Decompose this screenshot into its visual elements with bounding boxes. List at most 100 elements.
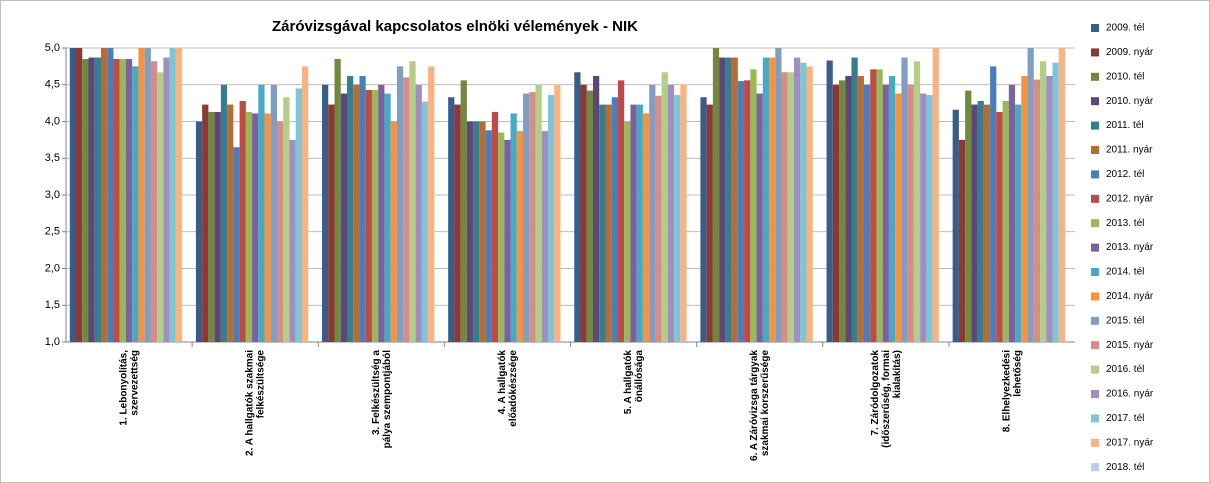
legend-label: 2018. tél (1106, 462, 1144, 473)
legend-label: 2015. nyár (1106, 340, 1154, 351)
x-tick-label-line: 2. A hallgatók szakmai (244, 350, 255, 456)
bar (1021, 75, 1028, 343)
bar (485, 130, 492, 342)
bar (781, 72, 788, 342)
x-tick-label: 2. A hallgatók szakmaifelkészültsége (244, 350, 266, 456)
x-tick-label-line: 7. Záródolgozatok (869, 350, 880, 436)
x-tick-label-line: pálya szempontjából (381, 350, 392, 449)
bar (744, 80, 751, 342)
bar (1002, 100, 1009, 342)
bar (700, 97, 707, 343)
bar (1033, 79, 1041, 342)
bar (107, 48, 114, 342)
legend-label: 2014. tél (1106, 267, 1144, 278)
x-tick-label: 7. Záródolgozatok(időszerűség, formaikia… (869, 350, 902, 448)
legend-swatch (1091, 390, 1099, 398)
bar (888, 75, 896, 343)
bar (787, 72, 795, 342)
legend-swatch (1091, 365, 1099, 374)
bar (270, 84, 278, 342)
legend-swatch (1091, 243, 1099, 252)
bar (1040, 61, 1047, 342)
bar (547, 95, 555, 342)
bar (574, 72, 581, 342)
bar (252, 113, 259, 342)
legend-swatch (1091, 438, 1099, 447)
bar (680, 84, 687, 342)
bar (264, 113, 271, 342)
x-tick-label-line: (időszerűség, formai (880, 350, 891, 448)
bar (952, 109, 959, 343)
bar (762, 57, 770, 343)
bar (365, 89, 372, 343)
bar (328, 104, 335, 342)
x-tick-label-line: 5. A hallgatók (623, 350, 634, 415)
bar (1008, 84, 1016, 342)
bar (466, 121, 474, 342)
bar (535, 84, 542, 342)
bar (667, 84, 675, 342)
bar (523, 93, 530, 342)
bar (378, 84, 385, 342)
legend-swatch (1091, 48, 1099, 57)
bar (76, 48, 83, 342)
bar (82, 59, 89, 343)
legend-swatch (1091, 194, 1099, 203)
bar (611, 97, 618, 343)
bar (214, 111, 221, 342)
bar (719, 57, 726, 343)
y-tick-label: 2,0 (45, 262, 60, 274)
bar (932, 48, 939, 342)
legend-swatch (1091, 121, 1099, 130)
bar (605, 104, 612, 342)
bar (88, 57, 95, 343)
bar (353, 84, 360, 342)
bar (926, 95, 933, 342)
legend-swatch (1091, 268, 1099, 276)
bar (870, 69, 877, 342)
x-tick-label: 1. Lebonyolítás,szervezettség (118, 350, 140, 426)
bar (769, 57, 776, 343)
x-tick-label: 3. Felkészültség apálya szempontjából (370, 350, 392, 449)
bar (346, 75, 354, 343)
y-tick-label: 3,5 (45, 152, 60, 164)
x-tick-label-line: 4. A hallgatók (497, 350, 508, 415)
legend-label: 2011. nyár (1106, 145, 1153, 156)
bar (258, 84, 265, 342)
bar (806, 66, 813, 342)
bar (990, 66, 997, 342)
x-tick-label-group: 4. A hallgatókelőadókészsége (497, 350, 519, 427)
bar (845, 75, 852, 343)
bar (504, 139, 511, 342)
bar (295, 88, 302, 342)
legend-label: 2010. nyár (1106, 96, 1154, 107)
bar (132, 66, 139, 342)
bar (965, 90, 972, 342)
bar (775, 48, 782, 342)
bar (750, 69, 757, 342)
x-tick-label-line: önállósága (634, 350, 645, 403)
legend-label: 2012. nyár (1106, 193, 1154, 204)
bar (113, 59, 120, 343)
bar (706, 104, 713, 342)
bar (498, 132, 505, 342)
bar (913, 61, 921, 342)
bar (882, 84, 889, 342)
x-tick-label-group: 6. A Záróvizsga tárgyakszakmai korszerűs… (749, 350, 771, 461)
bar (674, 95, 681, 342)
legend-label: 2012. tél (1106, 169, 1144, 180)
legend-label: 2010. tél (1106, 71, 1144, 82)
x-tick-label-group: 3. Felkészültség apálya szempontjából (370, 350, 392, 449)
bar (901, 57, 908, 343)
legend-swatch (1091, 219, 1099, 228)
bar (233, 147, 240, 342)
x-tick-label-line: szervezettség (129, 350, 140, 416)
bar (642, 113, 650, 342)
bar (289, 139, 296, 342)
x-tick-label-line: 1. Lebonyolítás, (118, 350, 129, 426)
bar (826, 60, 833, 343)
legend-swatch (1091, 146, 1099, 154)
bar (245, 111, 253, 342)
bar (119, 59, 126, 343)
